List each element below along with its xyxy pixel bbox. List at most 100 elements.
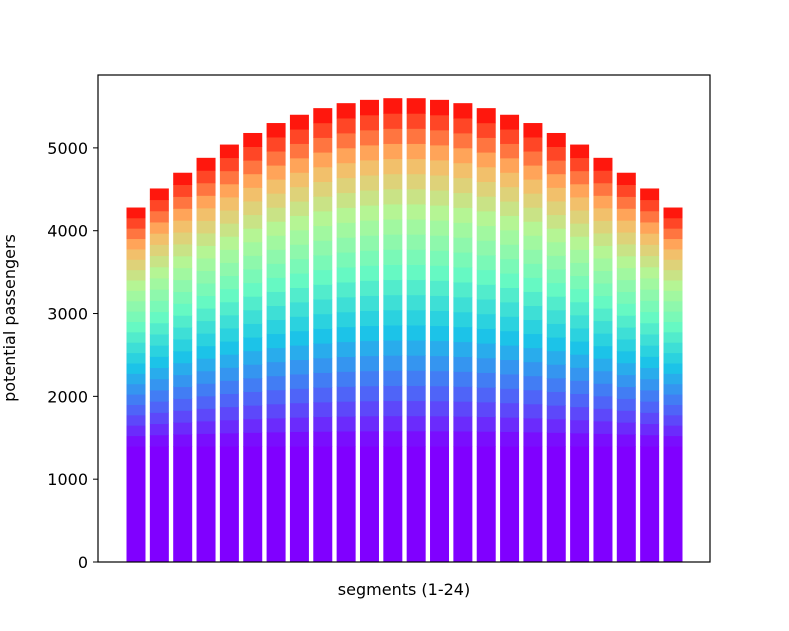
bar-layer [149, 356, 169, 369]
bar-layer [196, 308, 216, 322]
bar-layer [546, 132, 566, 147]
bar-layer [289, 402, 309, 418]
bar-layer [570, 210, 590, 224]
bar-base-layer [383, 446, 403, 562]
bar-layer [406, 400, 426, 417]
bar-layer [313, 225, 333, 241]
bar-layer [266, 179, 286, 194]
bar-layer [313, 166, 333, 182]
bar-layer [336, 282, 356, 298]
bar-layer [313, 387, 333, 403]
bar-layer [546, 269, 566, 284]
bar-layer [593, 283, 613, 297]
bar-layer [266, 417, 286, 433]
bar-layer [523, 207, 543, 222]
bar-layer [196, 233, 216, 246]
bar-layer [289, 114, 309, 130]
bar-base-layer [640, 446, 660, 562]
bar-layer [126, 414, 146, 426]
bar-layer [289, 229, 309, 245]
bar-base-layer [219, 446, 239, 562]
bar-layer [126, 249, 146, 260]
bar-layer [196, 258, 216, 272]
bar-layer [266, 403, 286, 419]
bar-layer [616, 374, 636, 388]
bar-layer [430, 280, 450, 296]
bar-layer [570, 223, 590, 237]
bar-layer [500, 215, 520, 231]
bar-layer [406, 430, 426, 447]
bar-layer [149, 222, 169, 234]
bar-layer [430, 325, 450, 342]
bar-layer [149, 367, 169, 380]
bar-layer [570, 432, 590, 447]
bar-layer [289, 302, 309, 317]
bar-segment-1 [126, 207, 146, 562]
bar-layer [476, 328, 496, 344]
bar-layer [570, 288, 590, 303]
bar-layer [149, 289, 169, 301]
bar-segment-12 [383, 98, 403, 562]
bar-layer [476, 299, 496, 315]
bar-layer [523, 165, 543, 180]
bar-layer [663, 217, 683, 229]
plot-frame [97, 74, 711, 563]
bar-layer [266, 319, 286, 335]
bar-layer [126, 331, 146, 343]
bar-layer [383, 158, 403, 175]
bar-layer [313, 240, 333, 256]
bar-layer [336, 192, 356, 208]
bar-layer [640, 390, 660, 402]
bar-layer [453, 296, 473, 313]
bar-layer [593, 395, 613, 409]
bar-layer [663, 249, 683, 260]
bar-layer [243, 132, 263, 147]
bar-layer [616, 339, 636, 352]
bar-layer [593, 420, 613, 434]
bar-layer [453, 416, 473, 432]
bar-layer [616, 386, 636, 399]
bar-base-layer [313, 446, 333, 562]
bar-segment-19 [546, 132, 566, 562]
bar-layer [616, 398, 636, 411]
bar-layer [523, 263, 543, 278]
bar-layer [593, 207, 613, 221]
bar-layer [289, 330, 309, 346]
bar-layer [406, 309, 426, 326]
bar-layer [313, 122, 333, 138]
bar-layer [219, 341, 239, 355]
bar-base-layer [500, 446, 520, 562]
bar-layer [149, 334, 169, 346]
bar-layer [383, 113, 403, 129]
bar-layer [640, 322, 660, 335]
bar-layer [593, 345, 613, 359]
y-axis-label: potential passengers [0, 234, 19, 402]
bar-layer [546, 187, 566, 202]
bar-layer [336, 132, 356, 149]
bar-layer [500, 302, 520, 317]
bar-layer [149, 255, 169, 268]
bar-layer [570, 249, 590, 263]
bar-layer [266, 347, 286, 363]
bar-layer [173, 232, 193, 245]
bar-layer [196, 220, 216, 234]
bar-layer [149, 210, 169, 223]
bar-segment-13 [406, 98, 426, 562]
bar-segment-16 [476, 108, 496, 562]
bar-layer [430, 160, 450, 176]
bar-layer [663, 259, 683, 271]
bar-layer [616, 279, 636, 292]
bar-layer [149, 322, 169, 335]
bar-layer [640, 266, 660, 279]
bar-layer [640, 434, 660, 447]
bar-layer [546, 296, 566, 311]
bar-layer [406, 264, 426, 281]
bar-layer [266, 291, 286, 306]
bar-layer [383, 204, 403, 220]
bar-layer [663, 207, 683, 219]
bar-layer [500, 157, 520, 173]
bar-layer [149, 311, 169, 324]
bar-layer [500, 172, 520, 188]
bar-layer [476, 196, 496, 212]
bar-layer [359, 385, 379, 402]
